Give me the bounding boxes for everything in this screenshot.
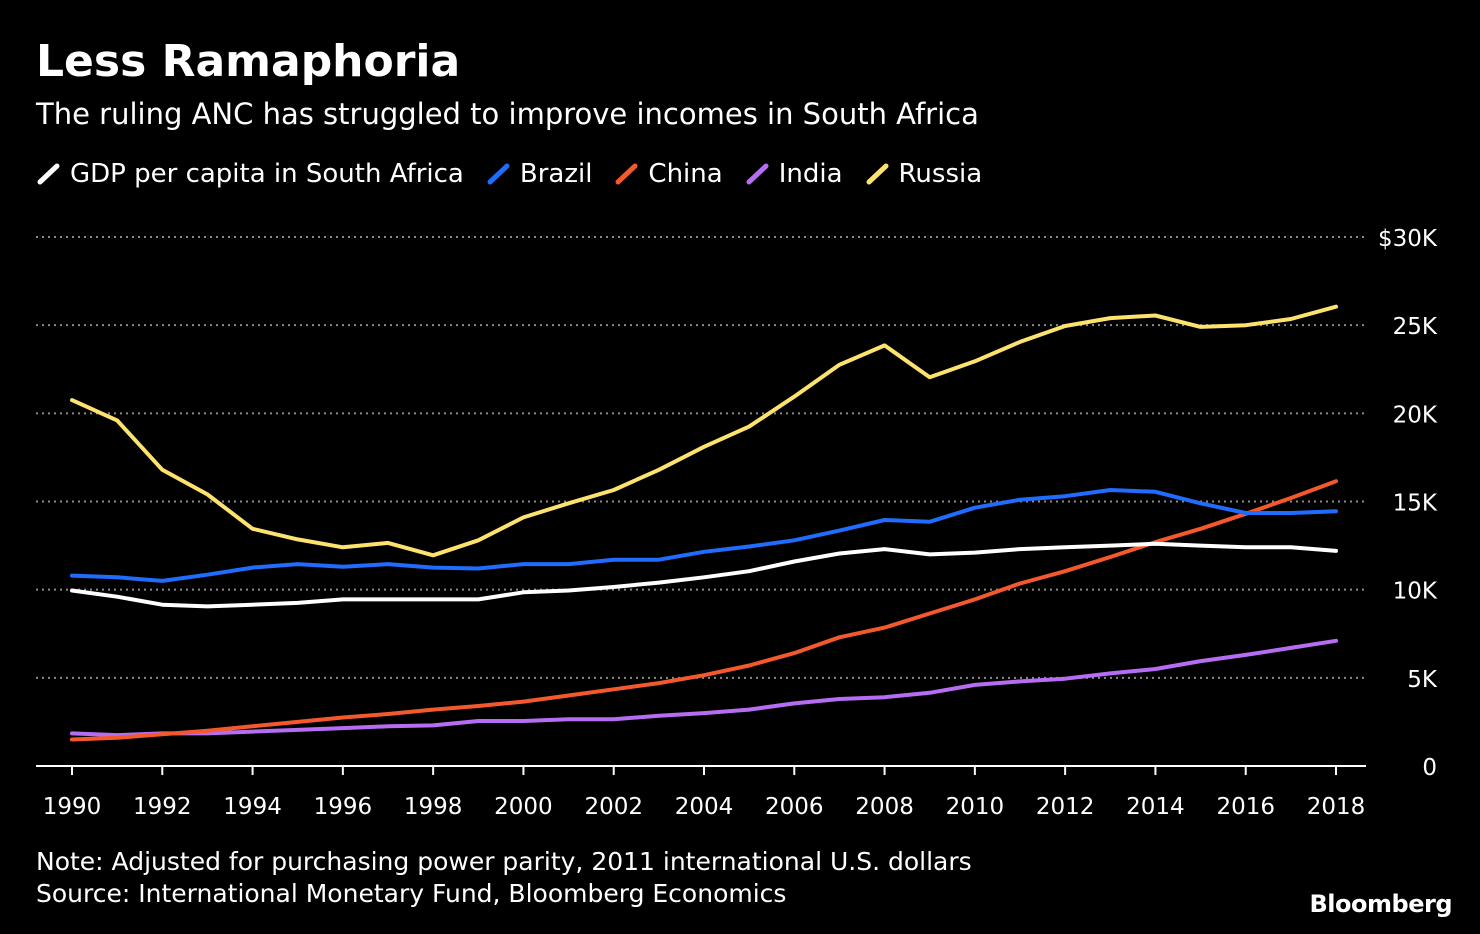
x-tick-label: 2010: [946, 794, 1005, 820]
legend-item: Brazil: [486, 154, 593, 194]
legend-label: India: [778, 159, 843, 189]
y-tick-label: 5K: [1407, 667, 1438, 693]
x-tick-label: 2018: [1307, 794, 1366, 820]
x-tick-label: 1998: [404, 794, 463, 820]
x-tick-label: 1994: [223, 794, 282, 820]
legend-item: Russia: [865, 154, 983, 194]
x-axis-tick-labels: 1990 1992 1994 1996 1998 2000 2002 2004 2006 2008…: [43, 794, 1366, 820]
legend-item: China: [614, 154, 723, 194]
y-axis-tick-labels: 0 5K 10K 15K 20K 25K $30K: [1378, 226, 1438, 781]
x-tick-label: 2006: [765, 794, 824, 820]
legend-item: India: [745, 154, 843, 194]
chart-title: Less Ramaphoria: [36, 36, 461, 87]
x-tick-label: 2002: [584, 794, 643, 820]
x-tick-label: 2016: [1216, 794, 1275, 820]
bloomberg-logo: Bloomberg: [1309, 890, 1453, 918]
y-tick-label: 10K: [1393, 579, 1438, 605]
x-axis: [36, 765, 1366, 775]
series-line-gdp-per-capita-in-south-africa: [70, 541, 1338, 609]
chart-subtitle: The ruling ANC has struggled to improve …: [36, 97, 979, 131]
series-line-india: [70, 638, 1338, 738]
y-tick-label: $30K: [1378, 226, 1438, 252]
y-tick-label: 15K: [1393, 491, 1438, 517]
legend-swatch: [615, 163, 638, 185]
chart-legend: GDP per capita in South Africa Brazil Chin…: [36, 154, 1004, 194]
x-tick-label: 1992: [133, 794, 192, 820]
series-line-china: [70, 479, 1338, 742]
legend-swatch: [37, 163, 60, 185]
legend-swatch: [487, 163, 510, 185]
series-line-russia: [70, 304, 1338, 558]
y-tick-label: 25K: [1393, 314, 1438, 340]
x-tick-label: 1996: [314, 794, 373, 820]
legend-label: China: [648, 159, 723, 189]
y-tick-label: 20K: [1393, 402, 1438, 428]
x-tick-label: 2000: [494, 794, 553, 820]
y-tick-label: 0: [1422, 755, 1437, 781]
grid-lines: [36, 236, 1366, 679]
x-tick-label: 2008: [855, 794, 914, 820]
legend-swatch: [746, 163, 769, 185]
x-tick-label: 2012: [1036, 794, 1095, 820]
x-tick-label: 2014: [1126, 794, 1185, 820]
chart-source: Source: International Monetary Fund, Blo…: [36, 879, 787, 908]
legend-label: Russia: [898, 159, 983, 189]
legend-label: GDP per capita in South Africa: [70, 159, 464, 189]
legend-item: GDP per capita in South Africa: [36, 154, 464, 194]
x-tick-label: 1990: [43, 794, 102, 820]
series-line-brazil: [70, 488, 1338, 583]
legend-label: Brazil: [519, 159, 593, 189]
x-tick-label: 2004: [675, 794, 734, 820]
chart-note: Note: Adjusted for purchasing power pari…: [36, 847, 972, 876]
series-lines: [70, 304, 1338, 742]
legend-swatch: [866, 163, 889, 185]
